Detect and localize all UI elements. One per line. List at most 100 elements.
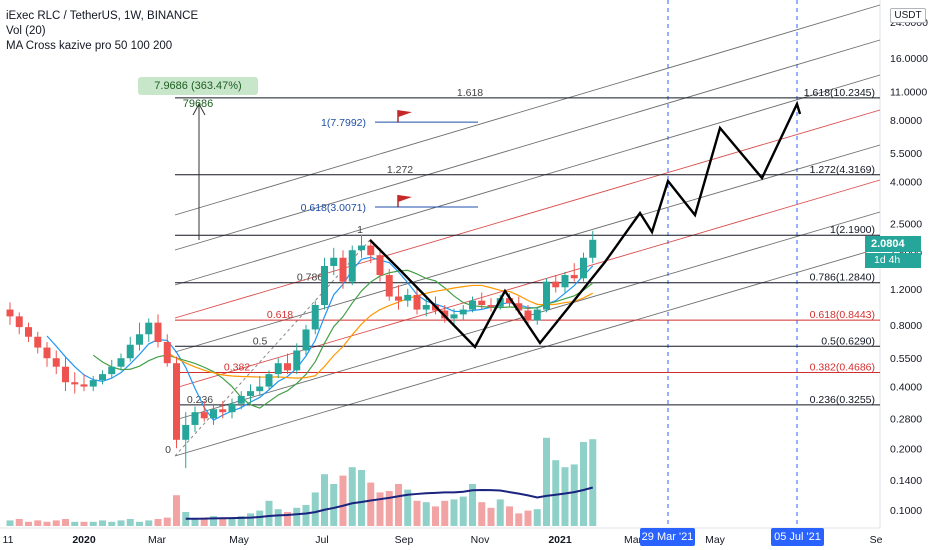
fib-level-label-left: 0 [165, 444, 171, 456]
fib-level-label-right: 0.786(1.2840) [810, 272, 875, 284]
y-tick-label: 0.1400 [890, 475, 922, 487]
chart-legend: iExec RLC / TetherUS, 1W, BINANCE Vol (2… [6, 9, 198, 54]
volume-bar [441, 500, 449, 526]
candle-body [469, 300, 476, 310]
volume-bar [293, 507, 301, 526]
target-label: 1(7.7992) [321, 117, 366, 129]
volume-bar [385, 491, 393, 526]
candle-body [561, 275, 569, 288]
fib-level-label-right: 0.618(0.8443) [810, 309, 875, 321]
volume-bar [395, 484, 402, 526]
candle-body [395, 296, 402, 301]
x-tick-label: May [705, 534, 726, 546]
candle-body [348, 250, 356, 282]
candle-body [321, 265, 328, 305]
candle-body [256, 386, 264, 392]
volume-bar [589, 439, 597, 526]
candle-body [552, 281, 560, 288]
volume-bar [117, 520, 125, 526]
candle-body [589, 239, 597, 258]
candle-body [228, 403, 236, 413]
volume-bar [126, 519, 134, 526]
y-tick-label: 0.2800 [890, 413, 922, 425]
ma-indicator-label[interactable]: MA Cross kazive pro 50 100 200 [6, 40, 173, 52]
volume-bar [284, 512, 291, 526]
fib-level-label-left: 0.5 [253, 335, 268, 347]
y-tick-label: 1.2000 [890, 284, 922, 296]
volume-bar [25, 521, 32, 526]
candle-body [247, 391, 254, 396]
volume-bar [136, 521, 143, 526]
candle-body [163, 341, 171, 364]
candle-body [219, 409, 227, 413]
volume-indicator-label[interactable]: Vol (20) [6, 25, 46, 37]
candle-body [52, 358, 60, 367]
volume-bar [15, 519, 23, 526]
candle-body [533, 309, 541, 321]
candle-body [496, 298, 504, 307]
y-tick-label: 0.5500 [890, 353, 922, 365]
fib-level-label-right: 0.382(0.4686) [810, 361, 875, 373]
volume-bar [524, 510, 532, 526]
bar-countdown: 1d 4h [865, 253, 921, 268]
y-tick-label: 11.0000 [890, 87, 927, 99]
measure-arrow-head [192, 102, 206, 116]
candle-body [210, 409, 217, 419]
volume-bar [210, 516, 217, 526]
volume-bar [506, 506, 513, 526]
candle-body [145, 322, 153, 335]
fib-level-label-left: 1.272 [387, 164, 413, 176]
volume-bar [145, 520, 153, 526]
candle-body [376, 255, 384, 276]
volume-bar [182, 512, 190, 526]
volume-bar [570, 464, 578, 526]
volume-bar [52, 520, 60, 526]
volume-bar [422, 502, 430, 526]
volume-bar [265, 500, 273, 526]
candle-body [191, 412, 199, 425]
currency-button[interactable]: USDT [890, 8, 926, 23]
volume-bar [274, 509, 282, 526]
candle-body [173, 363, 180, 440]
channel-line [174, 109, 881, 319]
candle-body [43, 347, 51, 359]
y-tick-label: 2.5000 [890, 218, 922, 230]
fib-level-label-left: 0.786 [297, 272, 323, 284]
volume-bar [450, 499, 458, 526]
candle-body [580, 257, 587, 279]
y-tick-label: 0.1000 [890, 505, 922, 517]
y-tick-label: 0.8000 [890, 320, 922, 332]
candle-body [478, 300, 486, 305]
volume-bar [580, 442, 587, 526]
volume-bar [330, 484, 338, 526]
volume-bar [478, 502, 486, 526]
candle-body [200, 412, 208, 419]
target-label: 0.618(3.0071) [301, 202, 366, 214]
candle-body [413, 294, 421, 310]
candle-body [154, 322, 162, 342]
measure-label: 7.9686 (363.47%) 79686 [138, 77, 258, 110]
candle-body [487, 305, 495, 307]
fib-level-label-left: 1.618 [457, 87, 483, 99]
fib-level-label-right: 1.618(10.2345) [804, 87, 875, 99]
x-tick-label: Mar [624, 534, 643, 546]
symbol-title[interactable]: iExec RLC / TetherUS, 1W, BINANCE [6, 10, 199, 22]
candle-body [89, 380, 97, 387]
candle-body [126, 344, 134, 359]
fib-level-label-left: 0.618 [267, 309, 293, 321]
fib-level-label-right: 1.272(4.3169) [810, 164, 875, 176]
candle-body [99, 374, 106, 381]
candle-body [339, 257, 347, 282]
candle-body [404, 294, 412, 301]
x-tick-label: Sep [395, 534, 414, 546]
x-tick-label: Se [870, 534, 883, 546]
volume-bar [376, 492, 384, 526]
candle-body [80, 384, 88, 387]
x-tick-label: Nov [471, 534, 490, 546]
candle-body [302, 329, 310, 351]
candle-body [459, 309, 467, 315]
volume-bar [71, 521, 79, 526]
x-tick-label: 11 [3, 534, 14, 546]
fib-level-label-right: 0.5(0.6290) [821, 335, 875, 347]
